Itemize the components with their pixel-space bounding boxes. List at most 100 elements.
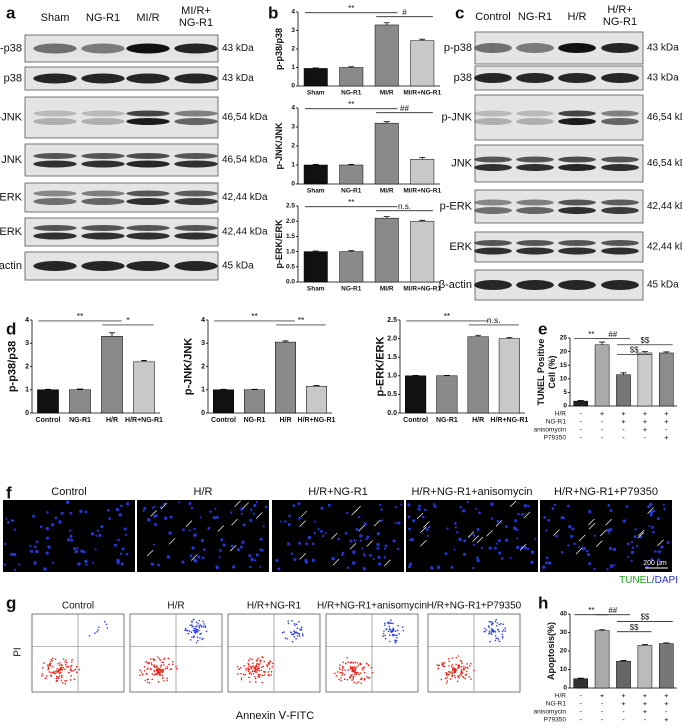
event-dot xyxy=(398,632,401,635)
event-dot xyxy=(259,659,261,662)
nucleus xyxy=(262,525,265,528)
nucleus xyxy=(547,518,550,522)
error-bar xyxy=(506,337,513,339)
blot-band xyxy=(516,247,554,255)
row-label: p-p38 xyxy=(444,42,472,54)
error-bar xyxy=(641,643,648,646)
event-dot xyxy=(58,669,61,672)
event-dot xyxy=(250,673,252,675)
y-tick-label: 3 xyxy=(25,340,29,347)
micrograph xyxy=(137,500,269,572)
nucleus xyxy=(320,506,324,510)
event-dot xyxy=(489,640,491,643)
nucleus xyxy=(220,538,224,542)
lane-label: NG-R1 xyxy=(603,16,637,28)
event-dot xyxy=(157,670,159,673)
event-dot xyxy=(281,631,284,634)
event-dot xyxy=(459,659,462,662)
nucleus xyxy=(108,517,111,520)
event-dot xyxy=(66,665,69,668)
size-label: 46,54 kDa xyxy=(647,158,682,169)
event-dot xyxy=(257,675,259,677)
event-dot xyxy=(502,629,505,631)
nucleus xyxy=(288,514,291,518)
condition-sign: + xyxy=(643,409,648,418)
nucleus xyxy=(560,516,565,520)
arrow xyxy=(472,535,479,542)
condition-sign: - xyxy=(579,707,582,716)
x-tick-label: MI/R+NG-R1 xyxy=(403,90,441,97)
y-tick-label: 2 xyxy=(201,363,205,370)
event-dot xyxy=(44,677,47,680)
event-dot xyxy=(257,657,260,660)
nucleus xyxy=(410,537,415,542)
event-dot xyxy=(298,620,300,623)
event-dot xyxy=(246,667,248,670)
nucleus xyxy=(504,525,508,528)
event-dot xyxy=(59,662,61,664)
nucleus xyxy=(497,539,501,543)
nucleus xyxy=(124,533,128,536)
nucleus xyxy=(313,520,316,523)
nucleus xyxy=(218,556,221,559)
image-title: H/R+NG-R1+anisomycin xyxy=(411,486,532,498)
event-dot xyxy=(192,629,195,632)
event-dot xyxy=(196,639,199,642)
event-dot xyxy=(158,657,161,660)
condition-sign: + xyxy=(664,417,669,426)
bar xyxy=(616,660,631,689)
arrow xyxy=(373,519,381,527)
bar xyxy=(594,630,610,689)
y-tick-label: 4 xyxy=(201,317,205,324)
event-dot xyxy=(283,631,285,633)
nucleus xyxy=(248,554,252,558)
blot-band xyxy=(81,153,125,159)
event-dot xyxy=(157,656,159,658)
event-dot xyxy=(447,658,450,660)
bar xyxy=(37,389,59,414)
nucleus xyxy=(283,520,287,523)
nucleus xyxy=(46,536,50,540)
blot-band xyxy=(474,240,512,246)
x-tick-label: Sham xyxy=(307,188,325,195)
nucleus xyxy=(90,532,95,536)
event-dot xyxy=(263,674,266,676)
plot-title: H/R+NG-R1+anisomycin xyxy=(317,601,427,612)
arrow xyxy=(486,529,493,537)
nucleus xyxy=(32,514,35,518)
event-dot xyxy=(260,669,263,672)
micrograph xyxy=(3,500,135,572)
event-dot xyxy=(41,666,44,669)
event-dot xyxy=(255,671,257,674)
bar xyxy=(410,40,435,87)
nucleus xyxy=(606,568,609,571)
arrow xyxy=(495,520,503,527)
event-dot xyxy=(490,632,493,634)
nucleus xyxy=(337,537,340,541)
nucleus xyxy=(647,505,651,509)
event-dot xyxy=(163,657,166,660)
event-dot xyxy=(267,671,270,673)
bar xyxy=(410,220,435,283)
significance-label: $$ xyxy=(630,345,639,354)
row-label: JNK xyxy=(451,157,472,169)
event-dot xyxy=(357,681,360,683)
event-dot xyxy=(384,637,387,640)
nucleus xyxy=(39,525,43,529)
event-dot xyxy=(302,634,304,637)
event-dot xyxy=(65,661,68,664)
event-dot xyxy=(139,674,141,677)
event-dot xyxy=(287,622,290,625)
blot-band xyxy=(601,207,639,214)
event-dot xyxy=(340,677,342,679)
condition-sign: + xyxy=(643,699,648,708)
event-dot xyxy=(56,675,58,678)
event-dot xyxy=(55,670,57,672)
condition-sign: + xyxy=(643,425,648,434)
blot-band xyxy=(558,247,596,255)
nucleus xyxy=(68,529,72,532)
event-dot xyxy=(160,668,162,671)
nucleus xyxy=(649,510,654,515)
nucleus xyxy=(608,532,611,535)
event-dot xyxy=(343,673,346,676)
